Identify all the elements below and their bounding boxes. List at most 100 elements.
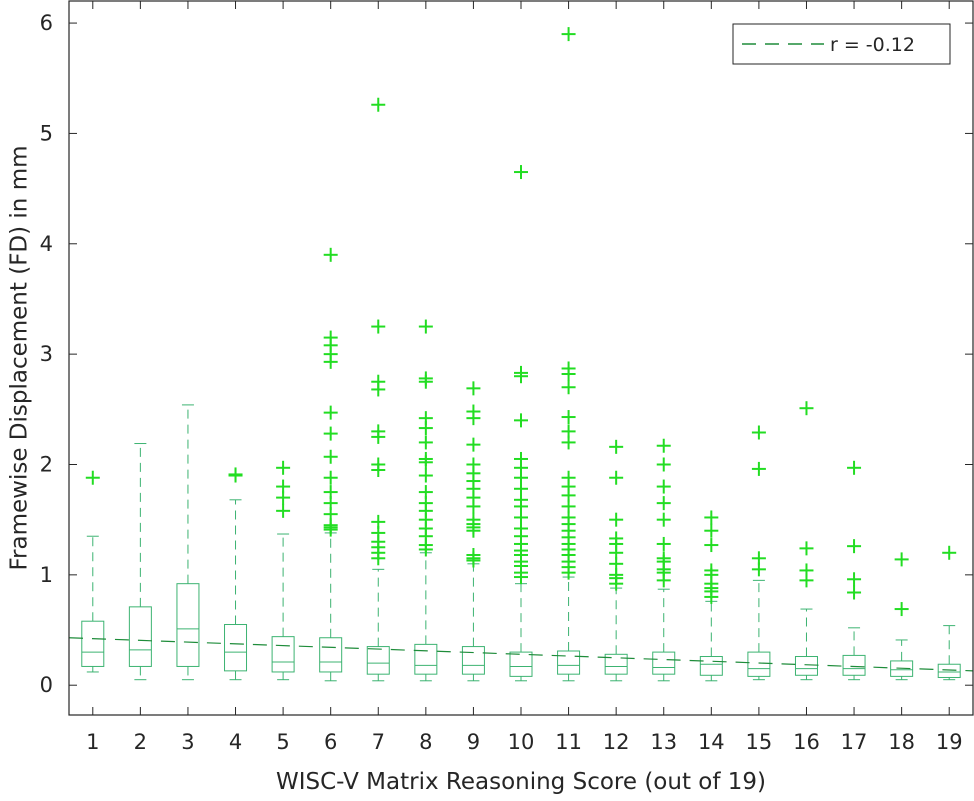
- outliers-layer: [85, 27, 957, 617]
- outlier-marker: [323, 247, 338, 262]
- x-tick-label: 15: [746, 730, 773, 754]
- y-tick-label: 3: [40, 342, 53, 366]
- outlier-marker: [276, 460, 291, 475]
- plot-area-frame: [68, 0, 974, 716]
- box-1: [81, 535, 105, 673]
- outlier-marker: [371, 424, 386, 439]
- outlier-marker: [656, 536, 671, 551]
- outlier-marker: [371, 97, 386, 112]
- outlier-marker: [656, 479, 671, 494]
- outlier-marker: [276, 479, 291, 494]
- outlier-marker: [418, 319, 433, 334]
- box-7: [366, 568, 390, 682]
- trend-line: [68, 637, 974, 672]
- outlier-marker: [466, 404, 481, 419]
- outlier-marker: [799, 563, 814, 578]
- outlier-marker: [704, 523, 719, 538]
- trend-layer: [68, 637, 974, 672]
- box-iqr: [747, 651, 771, 677]
- outlier-marker: [418, 435, 433, 450]
- box-iqr: [366, 646, 390, 675]
- outlier-marker: [751, 551, 766, 566]
- x-axis-title: WISC-V Matrix Reasoning Score (out of 19…: [276, 769, 766, 795]
- outlier-marker: [323, 449, 338, 464]
- outlier-marker: [323, 405, 338, 420]
- outlier-marker: [894, 602, 909, 617]
- x-tick-label: 3: [181, 730, 194, 754]
- box-iqr: [604, 653, 628, 675]
- box-11: [557, 576, 581, 682]
- outlier-marker: [609, 439, 624, 454]
- box-6: [319, 532, 343, 682]
- outlier-marker: [704, 563, 719, 578]
- outlier-marker: [371, 457, 386, 472]
- outlier-marker: [514, 365, 528, 380]
- box-iqr: [699, 656, 723, 676]
- legend: r = -0.12: [732, 23, 951, 65]
- outlier-marker: [751, 425, 766, 440]
- outlier-marker: [799, 541, 814, 556]
- outlier-marker: [656, 438, 671, 453]
- x-tick-label: 17: [841, 730, 868, 754]
- outlier-marker: [323, 330, 338, 345]
- outlier-marker: [561, 410, 576, 425]
- outlier-marker: [847, 539, 862, 554]
- x-tick-label: 6: [324, 730, 337, 754]
- outlier-marker: [323, 426, 338, 441]
- box-16: [794, 608, 818, 681]
- outlier-marker: [561, 470, 576, 485]
- outlier-marker: [609, 512, 624, 527]
- box-12: [604, 587, 628, 682]
- outlier-marker: [276, 503, 291, 518]
- axes: [68, 0, 974, 716]
- y-tick-label: 1: [40, 563, 53, 587]
- outlier-marker: [894, 552, 909, 567]
- box-17: [842, 627, 866, 681]
- outlier-marker: [371, 514, 386, 529]
- outlier-marker: [561, 27, 576, 42]
- x-tick-label: 12: [603, 730, 630, 754]
- box-8: [414, 552, 438, 682]
- outlier-marker: [466, 381, 481, 396]
- box-18: [890, 639, 914, 681]
- y-tick-label: 4: [40, 232, 53, 256]
- outlier-marker: [371, 374, 386, 389]
- box-2: [128, 443, 152, 681]
- x-tick-label: 14: [698, 730, 725, 754]
- y-tick-label: 6: [40, 11, 53, 35]
- x-tick-label: 4: [229, 730, 242, 754]
- outlier-marker: [656, 512, 671, 527]
- box-19: [937, 625, 961, 681]
- x-tick-label: 11: [555, 730, 582, 754]
- x-tick-label: 18: [888, 730, 915, 754]
- outlier-marker: [514, 451, 528, 466]
- box-iqr: [128, 606, 152, 667]
- box-iqr: [271, 636, 295, 673]
- outlier-marker: [561, 424, 576, 439]
- outlier-marker: [466, 457, 481, 472]
- outlier-marker: [751, 461, 766, 476]
- outlier-marker: [466, 512, 481, 527]
- y-axis-title: Framewise Displacement (FD) in mm: [7, 145, 33, 570]
- x-tick-label: 9: [467, 730, 480, 754]
- y-tick-label: 0: [40, 673, 53, 697]
- box-13: [652, 588, 676, 682]
- box-iqr: [652, 651, 676, 675]
- outlier-marker: [466, 547, 481, 562]
- outlier-marker: [656, 551, 671, 566]
- outlier-marker: [85, 470, 100, 485]
- box-3: [176, 404, 200, 681]
- box-iqr: [414, 643, 438, 675]
- outlier-marker: [418, 451, 433, 466]
- outlier-marker: [942, 545, 957, 560]
- outlier-marker: [371, 319, 386, 334]
- outlier-marker: [847, 585, 862, 600]
- outlier-marker: [228, 467, 243, 482]
- outlier-marker: [704, 538, 719, 553]
- outlier-marker: [514, 413, 528, 428]
- y-tick-label: 5: [40, 121, 53, 145]
- box-10: [509, 583, 533, 682]
- x-tick-label: 13: [650, 730, 677, 754]
